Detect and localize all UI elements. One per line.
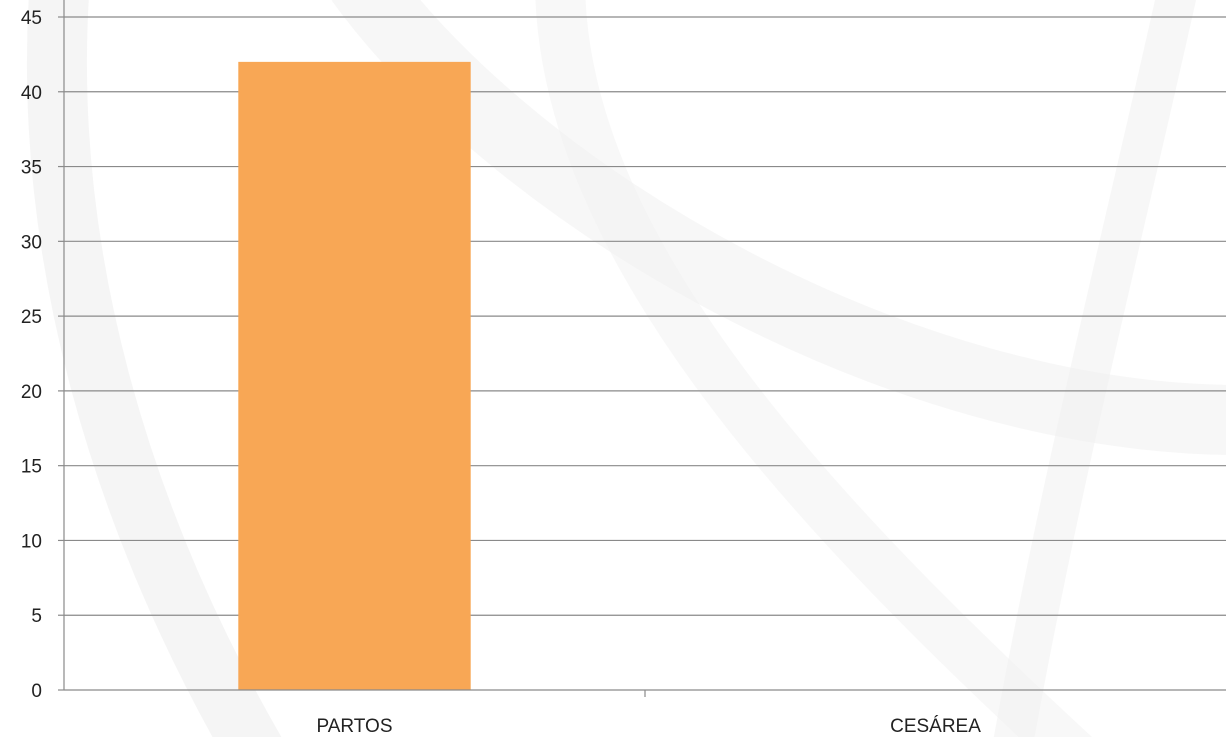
- y-tick-labels: 0 5 10 15 20 25 30 35 40 45: [21, 8, 42, 702]
- y-tick-label: 25: [21, 307, 42, 328]
- y-tick-label: 10: [21, 531, 42, 552]
- background-swoosh-decoration: [26, 0, 1226, 737]
- axes: [58, 0, 1226, 697]
- y-tick-label: 45: [21, 8, 42, 29]
- x-category-label: PARTOS: [316, 716, 392, 737]
- y-tick-label: 40: [21, 83, 42, 104]
- y-tick-label: 35: [21, 158, 42, 179]
- y-tick-label: 20: [21, 382, 42, 403]
- x-category-labels: PARTOS CESÁREA: [316, 716, 981, 737]
- x-category-label: CESÁREA: [890, 716, 981, 737]
- bar-partos: [238, 61, 471, 691]
- y-tick-label: 5: [31, 606, 42, 627]
- y-tick-label: 30: [21, 232, 42, 253]
- y-tick-label: 15: [21, 457, 42, 478]
- bars: [238, 61, 471, 691]
- y-tick-label: 0: [31, 681, 42, 702]
